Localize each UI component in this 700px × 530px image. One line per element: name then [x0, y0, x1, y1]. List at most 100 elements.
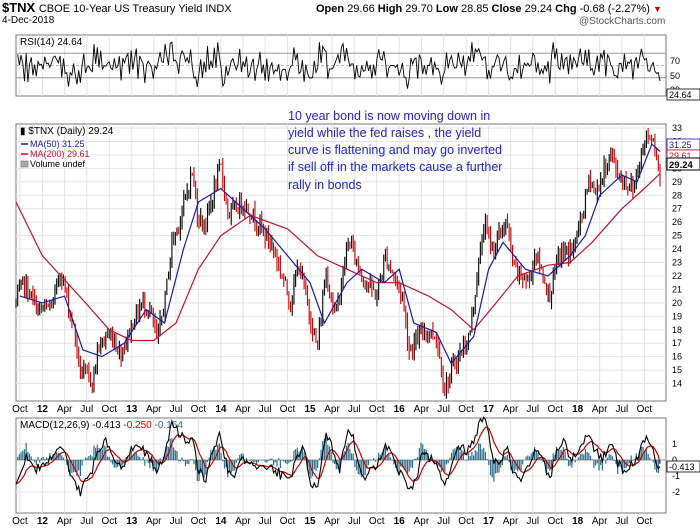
- close-tag-box: [666, 157, 700, 171]
- x-tick-label: Oct: [458, 404, 474, 415]
- high-label: High: [377, 3, 403, 15]
- annotation-line-3: curve is flattening and may go inverted: [288, 143, 502, 157]
- x-tick-label: Oct: [12, 404, 28, 415]
- rsi-legend: RSI(14) 24.64: [20, 37, 83, 48]
- price-y-tick-label: 19: [672, 311, 682, 321]
- macd-legend-value: -0.413: [92, 420, 121, 431]
- macd-y-tick-label: -2: [672, 487, 680, 497]
- x-tick-label: Apr: [414, 516, 430, 527]
- chg-value: -0.68 (-2.27%): [579, 3, 650, 15]
- x-tick-label: Apr: [324, 404, 340, 415]
- macd-legend: MACD(12,26,9) -0.413 -0.250 -0.164: [20, 420, 183, 431]
- rsi-level-70: 70: [670, 56, 680, 66]
- x-tick-label: Jul: [526, 516, 539, 527]
- x-tick-label: Apr: [146, 516, 162, 527]
- x-tick-label: Jul: [259, 404, 272, 415]
- macd-legend-hist: -0.164: [155, 420, 184, 431]
- price-y-tick-label: 24: [672, 244, 682, 254]
- price-y-tick-label: 23: [672, 258, 682, 268]
- macd-y-axis: 1 0 -1 -2: [672, 439, 680, 497]
- x-tick-label: Oct: [637, 516, 653, 527]
- x-tick-label: 18: [572, 516, 584, 527]
- x-tick-label: Apr: [146, 404, 162, 415]
- x-tick-label: Jul: [259, 516, 272, 527]
- annotation-text: 10 year bond is now moving down in yield…: [288, 109, 506, 192]
- price-legend-text: $TNX (Daily) 29.24: [28, 126, 113, 137]
- volume-legend-text: Volume undef: [30, 159, 86, 169]
- x-tick-label: Oct: [369, 516, 385, 527]
- macd-y-tick-label: 1: [672, 439, 677, 449]
- price-legend: ▮ $TNX (Daily) 29.24: [20, 126, 114, 137]
- x-tick-label: Jul: [616, 404, 629, 415]
- price-y-tick-label: 25: [672, 231, 682, 241]
- open-value: 29.66: [347, 3, 375, 15]
- x-tick-label: 14: [215, 516, 227, 527]
- x-tick-label: Apr: [414, 404, 430, 415]
- x-tick-label: Apr: [57, 404, 73, 415]
- x-tick-label: 14: [215, 404, 227, 415]
- price-grid: [16, 124, 666, 401]
- x-tick-label: Apr: [324, 516, 340, 527]
- price-y-tick-label: 22: [672, 271, 682, 281]
- ma200-legend-text: MA(200) 29.61: [30, 149, 90, 159]
- x-tick-label: Oct: [102, 516, 118, 527]
- price-y-tick-label: 14: [672, 379, 682, 389]
- chart-title: $TNX CBOE 10-Year US Treasury Yield INDX: [2, 0, 232, 15]
- rsi-current-tag-box: [666, 88, 700, 101]
- price-series: [15, 127, 661, 399]
- x-tick-label: 17: [483, 404, 495, 415]
- x-tick-label: Jul: [437, 404, 450, 415]
- price-y-tick-label: 26: [672, 217, 682, 227]
- price-y-tick-label: 16: [672, 352, 682, 362]
- rsi-level-50: 50: [670, 71, 680, 81]
- ma50-tag: 31.25: [669, 140, 692, 150]
- x-tick-label: Jul: [170, 404, 183, 415]
- price-y-tick-label: 28: [672, 190, 682, 200]
- x-tick-label: 18: [572, 404, 584, 415]
- x-tick-label: Apr: [57, 516, 73, 527]
- price-y-tick-label: 27: [672, 204, 682, 214]
- macd-x-axis: Oct 12 Apr Jul Oct 13 Apr Jul Oct 14 Apr Jul Oct 15 Ap…: [12, 516, 652, 527]
- x-tick-label: Jul: [80, 516, 93, 527]
- security-description: CBOE 10-Year US Treasury Yield INDX: [38, 3, 232, 15]
- x-tick-label: 13: [126, 404, 138, 415]
- x-tick-label: Oct: [547, 516, 563, 527]
- x-tick-label: Oct: [191, 404, 207, 415]
- rsi-series: [17, 41, 661, 89]
- ohlc-readout: Open 29.66 High 29.70 Low 28.85 Close 29…: [316, 3, 662, 15]
- x-tick-label: Oct: [280, 404, 296, 415]
- annotation-line-4: if sell off in the markets cause a furth…: [288, 160, 502, 174]
- macd-legend-signal: -0.250: [123, 420, 152, 431]
- x-tick-label: Oct: [102, 404, 118, 415]
- ma50-legend-text: MA(50) 31.25: [30, 139, 85, 149]
- x-tick-label: 13: [126, 516, 138, 527]
- x-tick-label: Oct: [637, 404, 653, 415]
- price-y-tick-label: 33: [672, 123, 682, 133]
- x-tick-label: Oct: [369, 404, 385, 415]
- x-tick-label: 12: [37, 516, 49, 527]
- watermark: @StockCharts.com: [579, 16, 666, 27]
- x-tick-label: Jul: [348, 404, 361, 415]
- x-tick-label: Jul: [437, 516, 450, 527]
- macd-line: [15, 416, 661, 497]
- x-tick-label: 15: [304, 404, 316, 415]
- x-tick-label: Oct: [280, 516, 296, 527]
- macd-legend-prefix: MACD(12,26,9): [20, 420, 89, 431]
- x-tick-label: Jul: [80, 404, 93, 415]
- volume-legend: Volume undef: [20, 159, 86, 169]
- rsi-current-tag: 24.64: [669, 90, 692, 100]
- macd-grid: [16, 418, 666, 513]
- ma50-line: [19, 143, 661, 365]
- x-tick-label: 12: [37, 404, 49, 415]
- price-y-tick-label: 18: [672, 325, 682, 335]
- macd-series: [15, 416, 661, 497]
- x-tick-label: Apr: [503, 516, 519, 527]
- x-tick-label: Jul: [616, 516, 629, 527]
- x-tick-label: Apr: [503, 404, 519, 415]
- price-x-axis: Oct 12 Apr Jul Oct 13 Apr Jul Oct 14 Apr Jul Oct 15 Ap…: [12, 404, 652, 415]
- x-tick-label: Jul: [348, 516, 361, 527]
- price-y-tick-label: 21: [672, 284, 682, 294]
- annotation-line-5: rally in bonds: [288, 178, 362, 192]
- x-tick-label: Oct: [12, 516, 28, 527]
